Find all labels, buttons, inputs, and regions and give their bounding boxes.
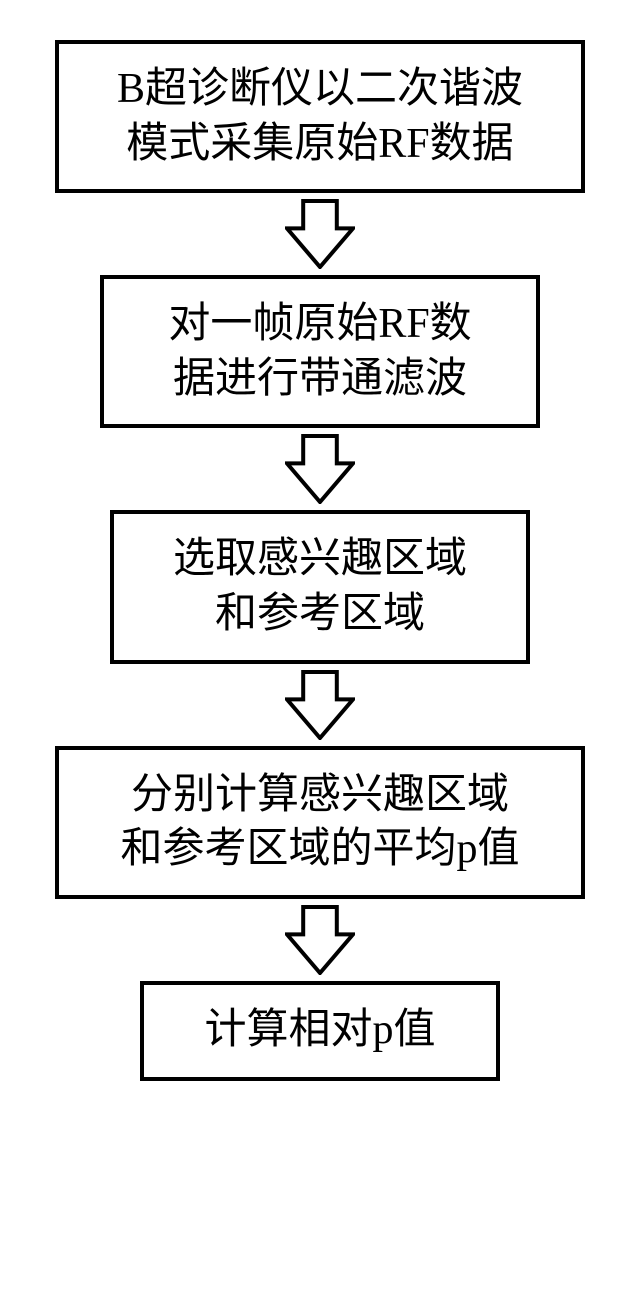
flowchart-node: B超诊断仪以二次谐波 模式采集原始RF数据 [55, 40, 585, 193]
flowchart-node-text: B超诊断仪以二次谐波 模式采集原始RF数据 [117, 62, 523, 171]
flowchart-node-text: 计算相对p值 [204, 1003, 435, 1058]
flowchart-node-text: 选取感兴趣区域 和参考区域 [173, 532, 467, 641]
flowchart-node: 分别计算感兴趣区域 和参考区域的平均p值 [55, 746, 585, 899]
flowchart-node: 对一帧原始RF数 据进行带通滤波 [100, 275, 540, 428]
flowchart-node: 计算相对p值 [140, 981, 500, 1081]
flowchart-node-text: 对一帧原始RF数 据进行带通滤波 [168, 297, 471, 406]
down-arrow-icon [285, 199, 355, 269]
flowchart-container: B超诊断仪以二次谐波 模式采集原始RF数据 对一帧原始RF数 据进行带通滤波 选… [55, 40, 585, 1081]
down-arrow-icon [285, 670, 355, 740]
down-arrow-icon [285, 434, 355, 504]
flowchart-node-text: 分别计算感兴趣区域 和参考区域的平均p值 [120, 768, 519, 877]
down-arrow-icon [285, 905, 355, 975]
flowchart-node: 选取感兴趣区域 和参考区域 [110, 510, 530, 663]
